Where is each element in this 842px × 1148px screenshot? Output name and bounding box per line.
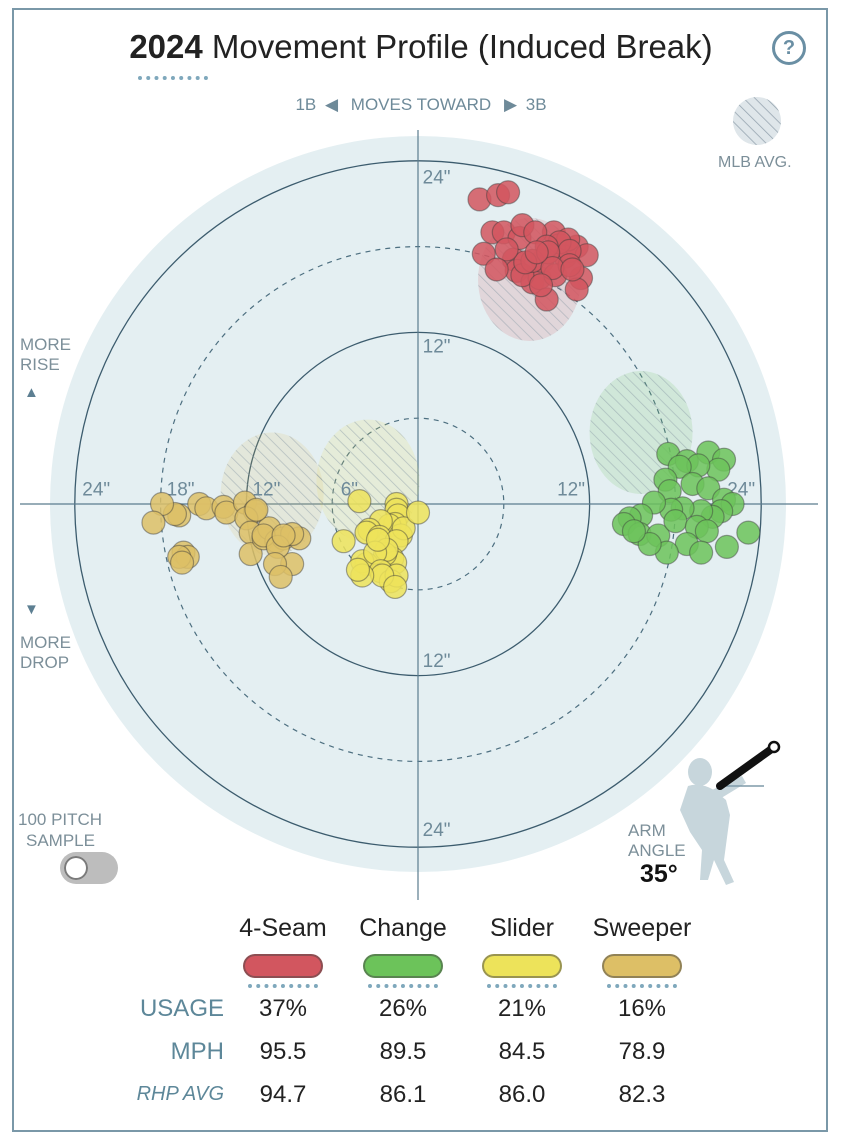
change-pitch-point — [637, 531, 662, 557]
4-seam-pitch-point — [471, 241, 496, 266]
sweeper-pitch-point — [271, 523, 296, 548]
slider-pitch-point — [331, 529, 356, 554]
down-arrow-icon: ▼ — [24, 601, 39, 618]
slider-pitch-point — [405, 500, 431, 525]
help-button[interactable]: ? — [772, 31, 806, 65]
legend-slider-swatch[interactable] — [482, 954, 562, 978]
4-seam-pitch-point — [564, 277, 589, 302]
arm-angle-indicator — [716, 740, 781, 790]
ring-label: 12" — [423, 651, 451, 672]
more-rise-line2: RISE — [20, 355, 60, 374]
ring-label: 12" — [423, 336, 451, 357]
sweeper-pitch-point — [268, 564, 293, 590]
legend-4-seam-underline — [248, 984, 318, 988]
change-pitch-point — [689, 540, 714, 565]
ring-label: 24" — [82, 479, 110, 500]
slider-pitch-point — [365, 527, 391, 552]
legend-sweeper-underline — [607, 984, 677, 988]
mlb-avg-label: MLB AVG. — [718, 154, 792, 171]
change-pitch-point — [663, 509, 688, 534]
4-seam-mph-value: 95.5 — [259, 1038, 307, 1065]
up-arrow-icon: ▲ — [24, 384, 39, 401]
ring-label: 24" — [423, 168, 451, 189]
arm-angle-line1: ARM — [628, 821, 666, 840]
rhp-avg-label: RHP AVG — [136, 1083, 224, 1105]
change-rhp-avg-value: 86.1 — [379, 1081, 427, 1108]
more-rise-line1: MORE — [20, 335, 71, 354]
slider-mph-value: 84.5 — [498, 1038, 546, 1065]
sweeper-pitch-point — [238, 541, 263, 567]
ring-label: 12" — [252, 479, 280, 500]
change-mph-value: 89.5 — [379, 1038, 427, 1065]
ring-label: 18" — [167, 479, 195, 500]
sweeper-pitch-point — [141, 510, 166, 535]
4-seam-pitch-point — [495, 180, 521, 205]
right-arrow-icon: ▶ — [503, 95, 518, 114]
change-usage-value: 26% — [378, 995, 428, 1022]
usage-label: USAGE — [139, 995, 224, 1022]
4-seam-rhp-avg-value: 94.7 — [259, 1081, 307, 1108]
4-seam-pitch-point — [484, 257, 509, 282]
legend-4-seam-label: 4-Seam — [239, 914, 327, 942]
series-slider — [331, 489, 431, 600]
title-underline — [138, 76, 208, 80]
sweeper-usage-value: 16% — [617, 995, 667, 1022]
slider-pitch-point — [345, 557, 371, 582]
toggle-knob — [64, 856, 88, 880]
slider-pitch-point — [347, 489, 372, 514]
legend-slider-label: Slider — [490, 914, 554, 942]
change-pitch-point — [621, 519, 647, 544]
sample-label-line1: 100 PITCH — [18, 810, 103, 829]
legend-sweeper-swatch[interactable] — [602, 954, 682, 978]
4-seam-pitch-point — [560, 257, 585, 282]
4-seam-pitch-point — [528, 273, 554, 298]
left-arrow-icon: ◀ — [324, 95, 339, 114]
sweeper-mph-value: 78.9 — [618, 1038, 666, 1065]
mph-label: MPH — [170, 1038, 224, 1065]
legend-change-swatch[interactable] — [363, 954, 443, 978]
4-seam-usage-value: 37% — [258, 995, 308, 1022]
series-change — [611, 440, 761, 565]
mlb-avg-legend — [733, 97, 781, 145]
sweeper-rhp-avg-value: 82.3 — [618, 1081, 666, 1108]
sample-label-line2: SAMPLE — [26, 831, 95, 850]
4-seam-pitch-point — [494, 237, 519, 262]
direction-label: 1B ◀ MOVES TOWARD ▶ 3B — [0, 95, 842, 115]
chart-title: 2024 Movement Profile (Induced Break) — [0, 28, 842, 66]
legend-sweeper-label: Sweeper — [592, 914, 692, 942]
slider-usage-value: 21% — [497, 995, 547, 1022]
series-sweeper — [141, 490, 312, 590]
sweeper-pitch-point — [169, 550, 195, 575]
series-4-seam — [467, 180, 599, 312]
ring-label: 12" — [557, 479, 585, 500]
direction-text: MOVES TOWARD — [350, 95, 492, 114]
legend-slider-underline — [487, 984, 557, 988]
title-year: 2024 — [129, 28, 203, 65]
arm-angle-value: 35° — [640, 860, 678, 888]
direction-1b: 1B — [295, 95, 317, 114]
legend-change-underline — [368, 984, 438, 988]
change-pitch-point — [714, 534, 739, 560]
sample-toggle[interactable] — [60, 852, 118, 884]
slider-rhp-avg-value: 86.0 — [498, 1081, 546, 1108]
pitcher-silhouette-icon — [680, 758, 746, 885]
slider-pitch-point — [383, 574, 408, 600]
legend-4-seam-swatch[interactable] — [243, 954, 323, 978]
title-text: Movement Profile (Induced Break) — [211, 28, 713, 65]
ring-label: 24" — [423, 820, 451, 841]
direction-3b: 3B — [525, 95, 547, 114]
more-drop-line1: MORE — [20, 633, 71, 652]
change-pitch-point — [694, 519, 719, 544]
arm-angle-line2: ANGLE — [628, 841, 686, 860]
more-drop-line2: DROP — [20, 653, 70, 672]
change-pitch-point — [736, 520, 761, 545]
4-seam-pitch-point — [524, 240, 549, 265]
sweeper-pitch-point — [244, 497, 269, 522]
legend-change-label: Change — [359, 914, 447, 942]
